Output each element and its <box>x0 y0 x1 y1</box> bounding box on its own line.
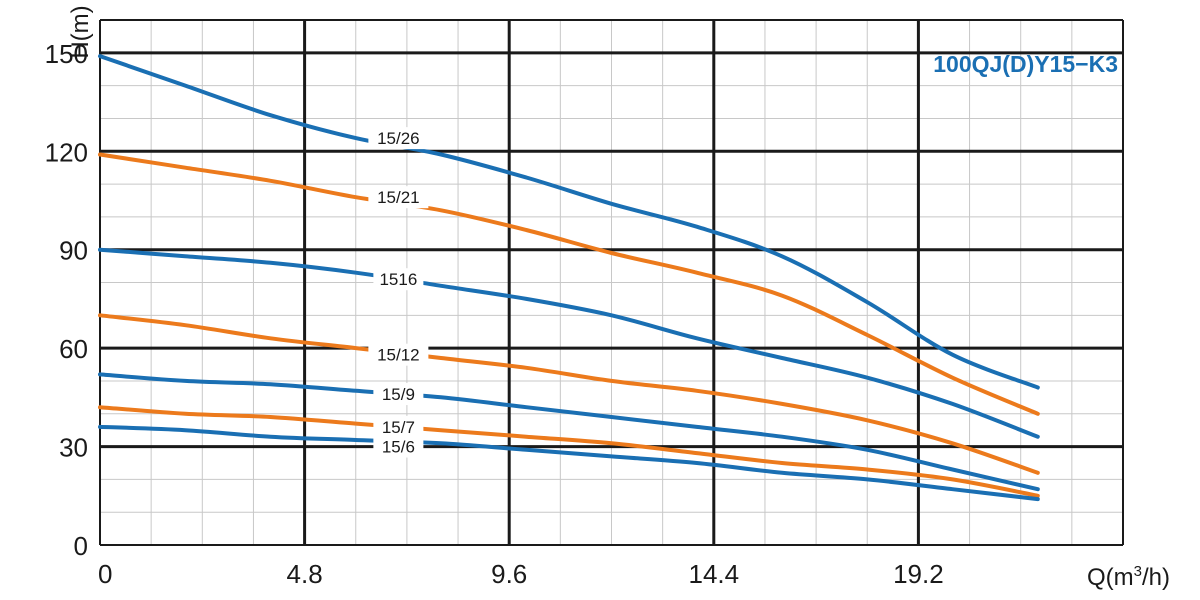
curve-15-6 <box>98 424 1040 502</box>
curve-1516 <box>98 247 1040 439</box>
y-tick-label: 150 <box>45 39 88 69</box>
curve-label-bg <box>373 383 424 406</box>
curve-label: 15/6 <box>382 438 415 457</box>
curve-label: 15/26 <box>377 129 420 148</box>
curve-label-bg <box>373 268 424 291</box>
y-tick-label: 0 <box>74 531 88 561</box>
tick-labels: 0 4.8 9.6 14.4 19.2 0 30 60 90 120 150 <box>45 39 944 589</box>
x-tick-label: 14.4 <box>688 559 739 589</box>
major-grid <box>99 19 1124 546</box>
y-tick-label: 90 <box>59 236 88 266</box>
curve-labels: 15/26 15/21 1516 15/12 15/9 15/715/6 <box>368 127 429 458</box>
curve-15-7 <box>98 405 1040 498</box>
x-tick-label: 19.2 <box>893 559 944 589</box>
performance-curves <box>98 54 1040 502</box>
curve-15-26 <box>98 54 1040 390</box>
y-axis-title: H(m) <box>67 5 94 58</box>
y-tick-label: 30 <box>59 433 88 463</box>
curve-label: 15/21 <box>377 188 420 207</box>
curve-15-21 <box>98 152 1040 416</box>
curve-15-12 <box>98 313 1040 475</box>
curve-label-bg <box>373 415 424 438</box>
x-axis-title: Q(m3/h) <box>1087 563 1170 591</box>
x-tick-label: 4.8 <box>287 559 323 589</box>
curve-label: 1516 <box>379 270 417 289</box>
curve-label-bg <box>368 127 429 150</box>
curve-label: 15/12 <box>377 346 420 365</box>
y-tick-label: 120 <box>45 137 88 167</box>
x-tick-label: 0 <box>98 559 112 589</box>
curve-label-bg <box>368 343 429 366</box>
curve-15-9 <box>98 372 1040 492</box>
minor-grid <box>99 19 1124 546</box>
curve-label-bg <box>373 435 424 458</box>
curve-label: 15/9 <box>382 385 415 404</box>
curve-label: 15/7 <box>382 418 415 437</box>
y-tick-label: 60 <box>59 334 88 364</box>
curve-label-bg <box>368 186 429 209</box>
chart-title: 100QJ(D)Y15−K3 <box>933 51 1118 77</box>
x-tick-label: 9.6 <box>491 559 527 589</box>
